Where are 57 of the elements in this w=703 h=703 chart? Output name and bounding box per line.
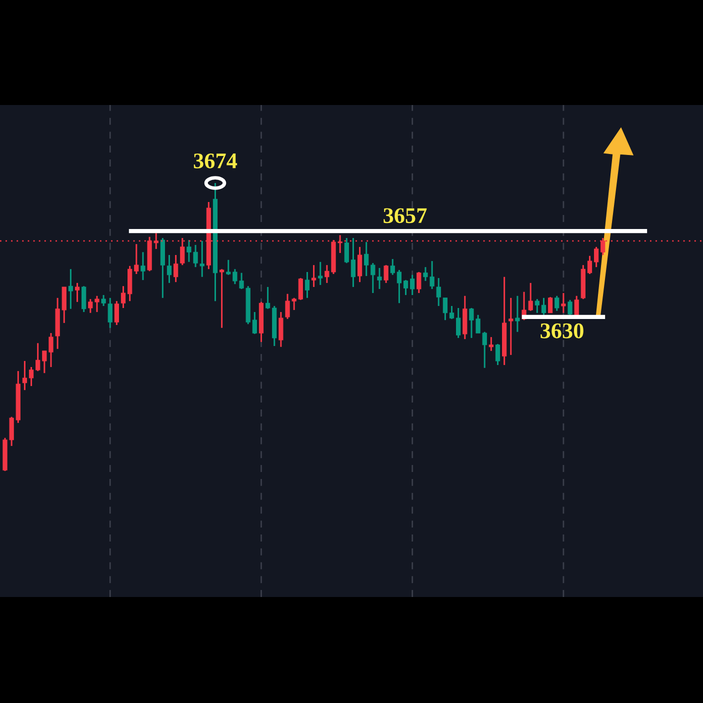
candlestick: [298, 277, 303, 301]
candlestick: [554, 295, 560, 312]
text: 3674: [194, 153, 238, 168]
candlestick: [587, 255, 592, 275]
candlestick: [114, 300, 120, 326]
candlestick: [174, 254, 178, 283]
annotation: 3630: [540, 323, 584, 338]
candlestick: [318, 261, 323, 286]
candlestick: [416, 271, 422, 294]
candlestick: [28, 366, 34, 387]
candlestick: [574, 295, 579, 317]
candlestick: [410, 274, 415, 296]
annotation: 3657: [384, 208, 427, 224]
candlestick: [134, 243, 139, 275]
candlestick: [515, 295, 520, 333]
candlestick: [68, 268, 74, 310]
candlestick: [541, 297, 546, 316]
candlestick: [82, 285, 86, 313]
candlestick: [357, 246, 362, 283]
candlestick: [140, 251, 146, 281]
candlestick: [364, 241, 369, 277]
candlestick: [396, 269, 402, 304]
candlestick: [120, 285, 126, 309]
candlestick: [390, 258, 395, 276]
candlestick: [166, 254, 172, 284]
candlestick: [74, 282, 80, 303]
candlestick: [436, 277, 441, 307]
candlestick: [265, 286, 270, 310]
candlestick: [384, 264, 388, 284]
candlestick: [534, 298, 540, 314]
candlestick: [561, 292, 566, 314]
candlestick: [311, 264, 316, 288]
candlestick: [219, 268, 224, 329]
candlestick: [370, 262, 376, 294]
candlestick: [548, 296, 553, 314]
candlestick: [226, 259, 231, 276]
candlestick: [22, 360, 28, 391]
candlestick: [278, 311, 284, 348]
candlestick: [594, 246, 599, 268]
candlestick: [456, 307, 461, 339]
candlestick: [508, 297, 514, 356]
candlestick: [403, 279, 408, 296]
candlestick: [495, 343, 500, 366]
candlestick: [449, 305, 454, 320]
candlestick: [442, 297, 448, 321]
candlestick: [108, 297, 112, 329]
candlestick: [350, 237, 356, 288]
candlestick: [101, 294, 106, 307]
candlestick: [568, 299, 572, 316]
candlestick: [200, 240, 204, 278]
candlestick: [377, 267, 382, 290]
candlestick: [344, 237, 349, 264]
candlestick: [62, 286, 66, 324]
candlestick: [488, 336, 494, 352]
candlestick: [304, 271, 310, 299]
candlestick: [252, 311, 257, 335]
candlestick: [36, 342, 40, 372]
